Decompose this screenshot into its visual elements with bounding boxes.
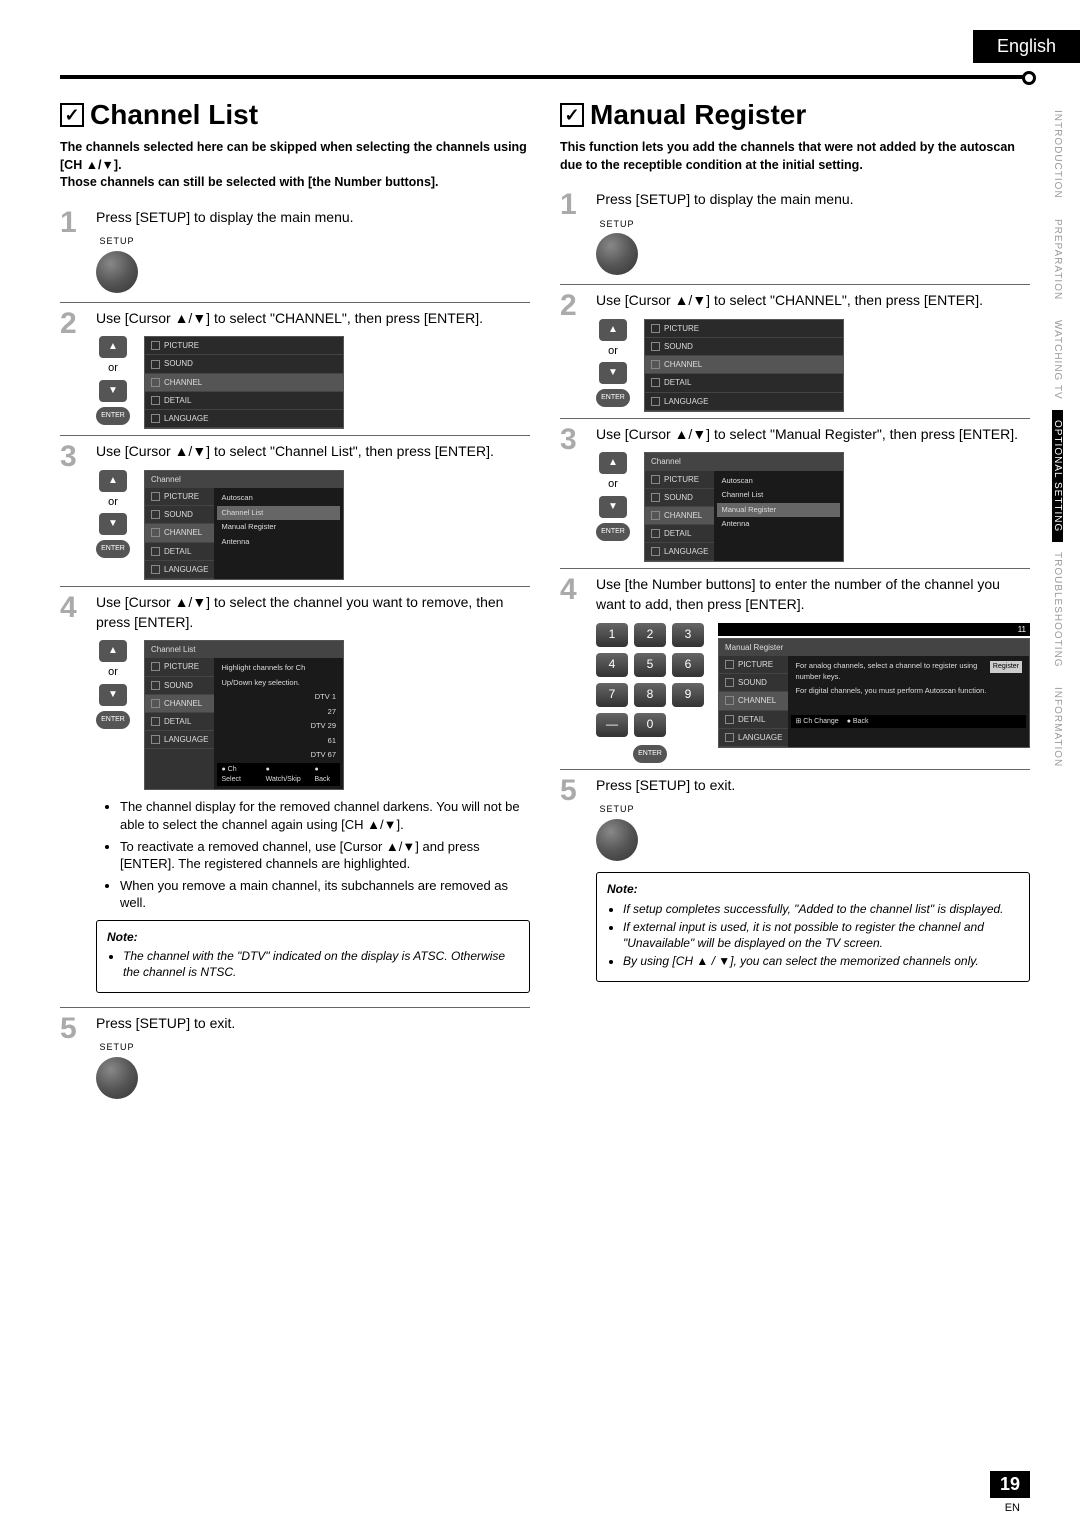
note-box: Note: The channel with the "DTV" indicat… [96, 920, 530, 993]
step-number: 5 [60, 1014, 86, 1102]
setup-button-graphic: SETUP [96, 1041, 138, 1102]
osd-channel-submenu: Channel PICTURE SOUND CHANNEL DETAIL LAN… [144, 470, 344, 580]
manual-register-heading: ✓Manual Register [560, 99, 1030, 131]
tab-troubleshooting: TROUBLESHOOTING [1052, 542, 1063, 678]
cursor-pad-graphic: ▲ or ▼ ENTER [96, 336, 130, 424]
setup-button-graphic: SETUP [96, 235, 138, 296]
step-5: 5 Press [SETUP] to exit. SETUP [60, 1014, 530, 1108]
osd-main-menu: PICTURE SOUND CHANNEL DETAIL LANGUAGE [144, 336, 344, 429]
step-text: Press [SETUP] to display the main menu. [96, 209, 354, 225]
number-keypad-graphic: 123 456 789 —0 ENTER [596, 623, 704, 763]
tab-preparation: PREPARATION [1052, 209, 1063, 310]
step-2: 2 Use [Cursor ▲/▼] to select "CHANNEL", … [560, 291, 1030, 419]
step-4: 4 Use [the Number buttons] to enter the … [560, 575, 1030, 769]
step-2: 2 Use [Cursor ▲/▼] to select "CHANNEL", … [60, 309, 530, 437]
section-tabs: INTRODUCTION PREPARATION WATCHING TV OPT… [1052, 100, 1080, 778]
up-arrow-icon: ▲ [99, 336, 127, 358]
osd-channel-list: Channel List PICTURE SOUND CHANNEL DETAI… [144, 640, 344, 790]
step-5: 5 Press [SETUP] to exit. SETUP Note: If … [560, 776, 1030, 996]
step-text: Use [Cursor ▲/▼] to select "Channel List… [96, 443, 494, 459]
down-arrow-icon: ▼ [99, 380, 127, 402]
rule-circle-icon [1022, 71, 1036, 85]
channel-list-heading: ✓Channel List [60, 99, 530, 131]
language-indicator: English [973, 30, 1080, 63]
manual-register-column: ✓Manual Register This function lets you … [560, 99, 1030, 1114]
tab-optional-setting: OPTIONAL SETTING [1052, 410, 1063, 542]
channel-list-column: ✓Channel List The channels selected here… [60, 99, 530, 1114]
step-3: 3 Use [Cursor ▲/▼] to select "Manual Reg… [560, 425, 1030, 570]
osd-manual-register: Manual Register PICTURE SOUND CHANNEL DE… [718, 638, 1030, 748]
content-columns: ✓Channel List The channels selected here… [60, 99, 1030, 1114]
intro-text: The channels selected here can be skippe… [60, 139, 530, 192]
check-icon: ✓ [560, 103, 584, 127]
tab-watching-tv: WATCHING TV [1052, 310, 1063, 410]
step-text: Use [Cursor ▲/▼] to select "CHANNEL", th… [96, 310, 483, 326]
check-icon: ✓ [60, 103, 84, 127]
cursor-pad-graphic: ▲or▼ENTER [96, 470, 130, 558]
page-language-code: EN [1005, 1502, 1020, 1514]
step4-bullets: The channel display for the removed chan… [120, 798, 530, 911]
step-number: 1 [60, 208, 86, 296]
step-number: 4 [60, 593, 86, 1001]
step-text: Use [Cursor ▲/▼] to select the channel y… [96, 594, 503, 630]
step-number: 3 [60, 442, 86, 580]
step-1: 1 Press [SETUP] to display the main menu… [60, 208, 530, 303]
header-rule [60, 75, 1030, 79]
heading-text: Channel List [90, 99, 258, 131]
step-4: 4 Use [Cursor ▲/▼] to select the channel… [60, 593, 530, 1008]
channel-number-display: 11 [718, 623, 1030, 636]
step-text: Press [SETUP] to exit. [96, 1015, 235, 1031]
step-3: 3 Use [Cursor ▲/▼] to select "Channel Li… [60, 442, 530, 587]
tab-information: INFORMATION [1052, 677, 1063, 777]
tab-introduction: INTRODUCTION [1052, 100, 1063, 209]
step-number: 2 [60, 309, 86, 430]
intro-text: This function lets you add the channels … [560, 139, 1030, 174]
enter-button-icon: ENTER [96, 407, 130, 425]
heading-text: Manual Register [590, 99, 806, 131]
cursor-pad-graphic: ▲or▼ENTER [96, 640, 130, 728]
note-box: Note: If setup completes successfully, "… [596, 872, 1030, 982]
step-1: 1 Press [SETUP] to display the main menu… [560, 190, 1030, 285]
page-number: 19 [990, 1471, 1030, 1498]
manual-page: English INTRODUCTION PREPARATION WATCHIN… [0, 0, 1080, 1526]
